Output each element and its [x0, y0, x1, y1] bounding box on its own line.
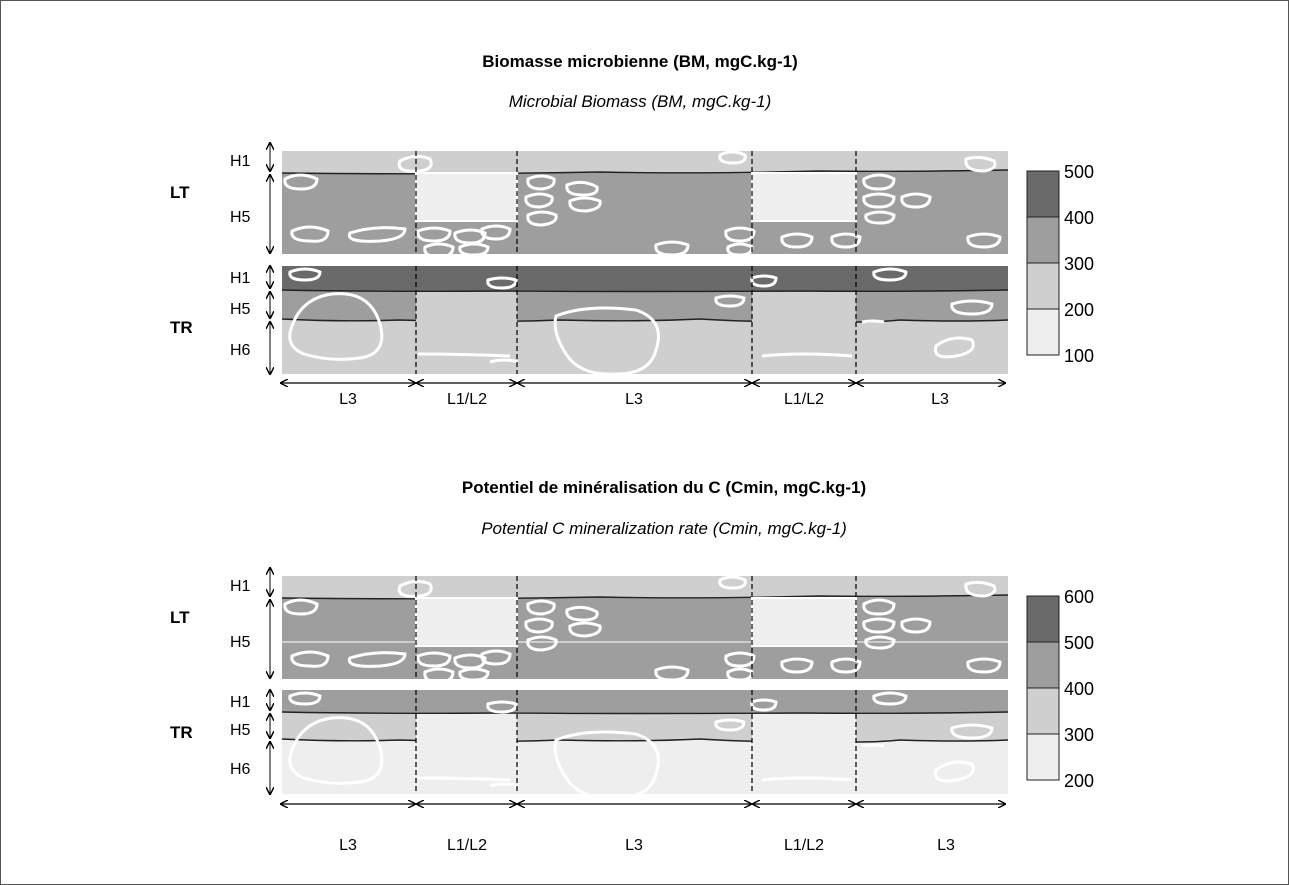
- legend-tick: 200: [1064, 300, 1094, 320]
- zone-label: L1/L2: [784, 837, 824, 854]
- profile-label: TR: [170, 318, 193, 337]
- panel-cmin: Potentiel de minéralisation du C (Cmin, …: [170, 478, 1094, 854]
- lt-h1-zone: [282, 576, 1008, 599]
- horizon-label: H6: [230, 761, 251, 778]
- panel-biomass: Biomasse microbienne (BM, mgC.kg-1) Micr…: [170, 52, 1094, 408]
- color-legend: 600 500 400 300 200: [1026, 587, 1094, 791]
- horizon-label: H5: [230, 209, 251, 226]
- lt-pit-right: [751, 597, 857, 647]
- legend-swatch: [1026, 170, 1060, 218]
- horizon-label: H5: [230, 722, 251, 739]
- horizon-label: H1: [230, 578, 251, 595]
- lt-pit-left: [415, 597, 518, 647]
- zone-label: L3: [937, 837, 955, 854]
- lt-pit-left: [415, 172, 518, 222]
- zone-label: L3: [625, 837, 643, 854]
- legend-swatch: [1026, 733, 1060, 781]
- zone-label: L3: [339, 391, 357, 408]
- profile-lt: LT H1 H5: [170, 568, 1009, 684]
- horizon-boundary: [281, 318, 1009, 323]
- profile-label: TR: [170, 723, 193, 742]
- zone-label: L3: [339, 837, 357, 854]
- legend-tick: 400: [1064, 208, 1094, 228]
- profile-tr: TR H1 H5 H6: [170, 266, 1009, 376]
- tr-pit-right: [752, 714, 856, 776]
- legend-tick: 400: [1064, 679, 1094, 699]
- horizon-label: H5: [230, 301, 251, 318]
- legend-swatch: [1026, 216, 1060, 264]
- profile-tr: TR H1 H5 H6: [170, 690, 1009, 800]
- zone-label: L1/L2: [447, 837, 487, 854]
- tr-pit-left: [416, 714, 517, 776]
- zone-label: L3: [625, 391, 643, 408]
- horizon-boundary: [281, 738, 1009, 743]
- legend-swatch: [1026, 687, 1060, 735]
- zone-label: L1/L2: [447, 391, 487, 408]
- legend-swatch: [1026, 641, 1060, 689]
- tr-h1-zone: [282, 266, 1008, 292]
- profile-label: LT: [170, 183, 190, 202]
- panel-subtitle: Microbial Biomass (BM, mgC.kg-1): [509, 92, 772, 111]
- horizon-label: H1: [230, 694, 251, 711]
- legend-swatch: [1026, 595, 1060, 643]
- legend-tick: 600: [1064, 587, 1094, 607]
- panel-title: Biomasse microbienne (BM, mgC.kg-1): [482, 52, 798, 71]
- legend-tick: 500: [1064, 162, 1094, 182]
- legend-tick: 300: [1064, 254, 1094, 274]
- profile-label: LT: [170, 608, 190, 627]
- legend-swatch: [1026, 262, 1060, 310]
- legend-tick: 300: [1064, 725, 1094, 745]
- horizon-boundary: [281, 711, 1009, 715]
- legend-tick: 500: [1064, 633, 1094, 653]
- profile-lt: LT H1 H5: [170, 143, 1009, 259]
- tr-h1-zone: [282, 690, 1008, 714]
- panel-title: Potentiel de minéralisation du C (Cmin, …: [462, 478, 866, 497]
- lt-pit-right: [751, 172, 857, 222]
- legend-swatch: [1026, 308, 1060, 356]
- color-legend: 500 400 300 200 100: [1026, 162, 1094, 366]
- tr-pit-right: [752, 292, 856, 358]
- zone-label: L3: [931, 391, 949, 408]
- lt-h1-zone: [282, 151, 1008, 174]
- horizon-label: H6: [230, 342, 251, 359]
- horizon-label: H1: [230, 270, 251, 287]
- zone-label: L1/L2: [784, 391, 824, 408]
- horizon-boundary: [281, 289, 1009, 293]
- legend-tick: 200: [1064, 771, 1094, 791]
- legend-tick: 100: [1064, 346, 1094, 366]
- panel-subtitle: Potential C mineralization rate (Cmin, m…: [481, 519, 847, 538]
- tr-pit-left: [416, 292, 517, 358]
- horizon-label: H5: [230, 634, 251, 651]
- horizon-label: H1: [230, 153, 251, 170]
